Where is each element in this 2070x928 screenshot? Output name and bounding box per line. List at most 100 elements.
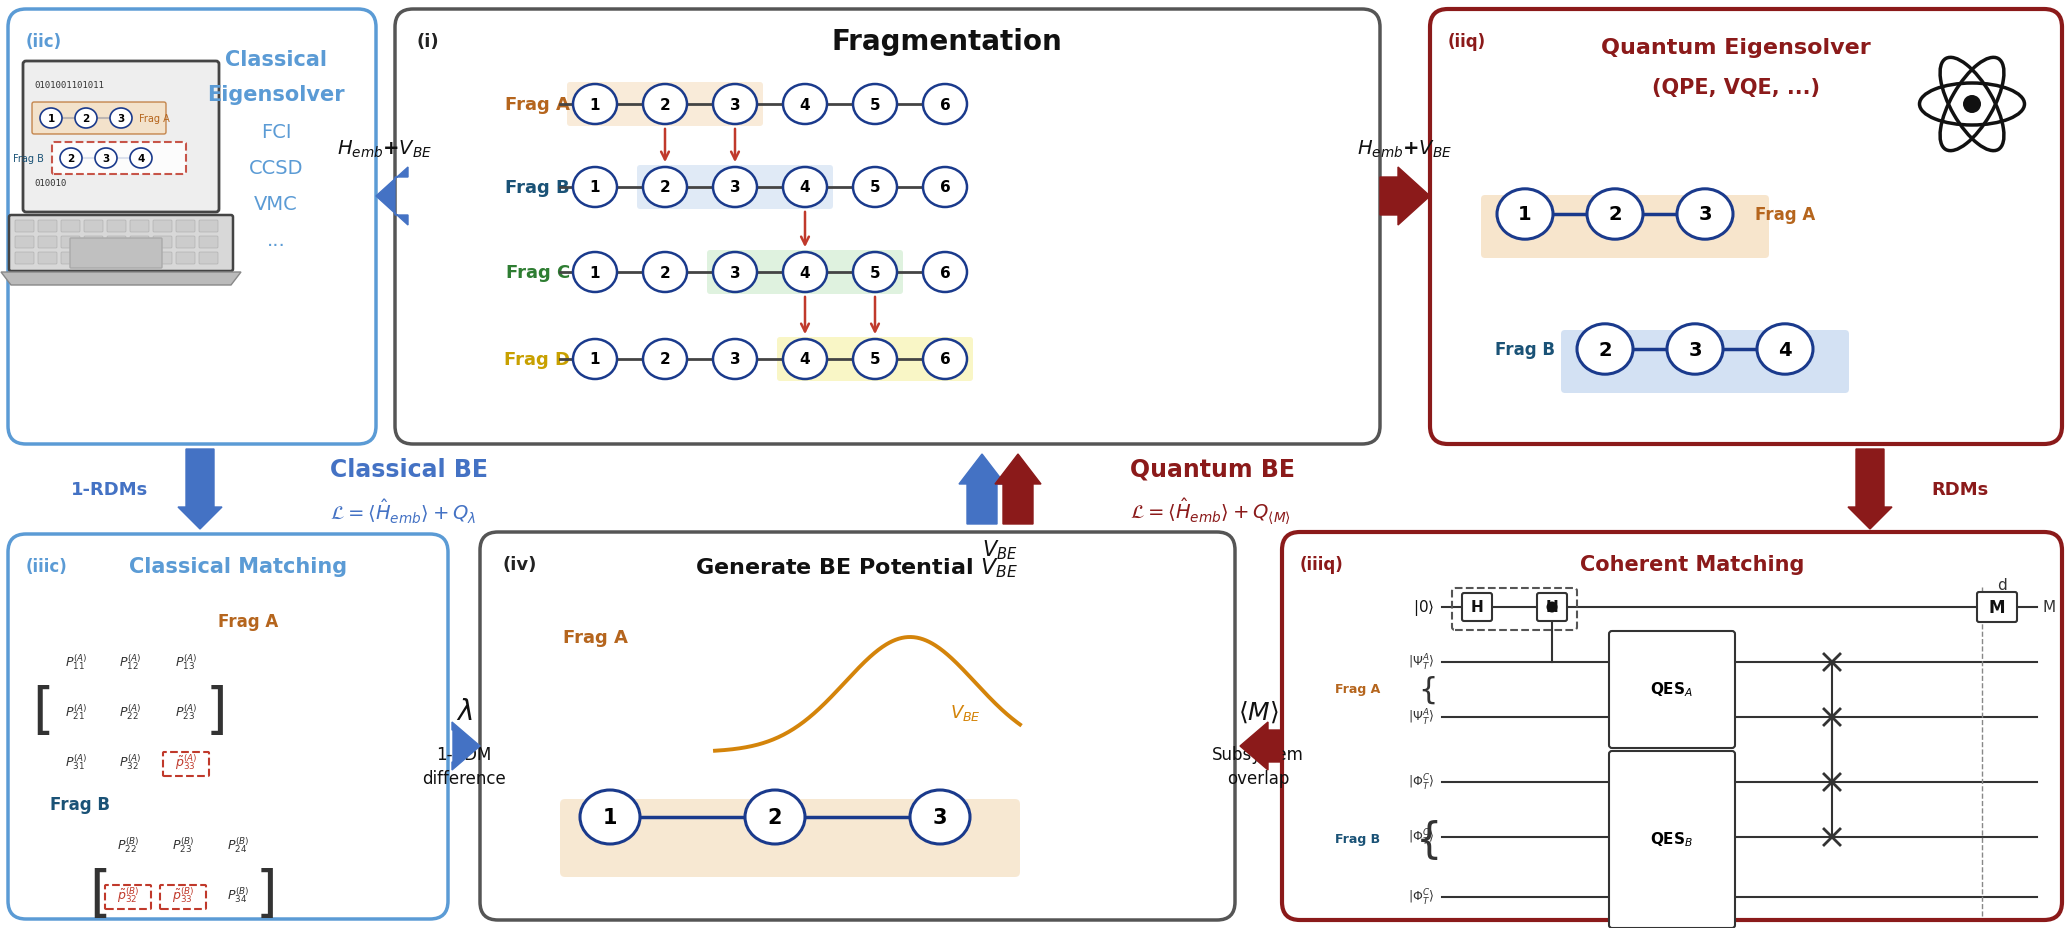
Ellipse shape xyxy=(782,84,828,125)
Ellipse shape xyxy=(853,252,896,292)
Text: d: d xyxy=(1998,577,2008,592)
Text: H: H xyxy=(1470,599,1484,615)
Text: Frag A: Frag A xyxy=(139,114,170,123)
Text: $\{$: $\{$ xyxy=(1418,674,1437,705)
FancyBboxPatch shape xyxy=(14,237,33,249)
Text: 1: 1 xyxy=(590,265,600,280)
Ellipse shape xyxy=(923,84,967,125)
Text: Frag A: Frag A xyxy=(217,612,277,630)
Text: 2: 2 xyxy=(660,97,671,112)
FancyBboxPatch shape xyxy=(108,237,126,249)
Text: M: M xyxy=(2041,599,2056,615)
Text: 5: 5 xyxy=(869,97,880,112)
Ellipse shape xyxy=(745,790,805,844)
Text: Subsystem: Subsystem xyxy=(1213,745,1304,763)
Ellipse shape xyxy=(911,790,971,844)
Ellipse shape xyxy=(644,252,687,292)
FancyBboxPatch shape xyxy=(108,221,126,233)
FancyBboxPatch shape xyxy=(176,252,195,264)
Text: $P^{(A)}_{23}$: $P^{(A)}_{23}$ xyxy=(174,702,197,721)
Text: Coherent Matching: Coherent Matching xyxy=(1579,554,1805,574)
FancyBboxPatch shape xyxy=(60,237,81,249)
Text: $|\Psi^A_T\rangle$: $|\Psi^A_T\rangle$ xyxy=(1408,652,1435,672)
FancyBboxPatch shape xyxy=(37,237,58,249)
Text: 1: 1 xyxy=(602,807,617,827)
FancyBboxPatch shape xyxy=(1538,593,1567,622)
FancyBboxPatch shape xyxy=(176,237,195,249)
Text: 2: 2 xyxy=(660,180,671,195)
Text: $P^{(A)}_{22}$: $P^{(A)}_{22}$ xyxy=(118,702,141,721)
Text: 4: 4 xyxy=(799,180,809,195)
FancyBboxPatch shape xyxy=(480,533,1236,920)
Text: 3: 3 xyxy=(731,265,741,280)
FancyArrow shape xyxy=(1381,168,1430,226)
Text: 3: 3 xyxy=(731,352,741,367)
Text: 1-RDM: 1-RDM xyxy=(437,745,493,763)
FancyBboxPatch shape xyxy=(199,221,217,233)
FancyBboxPatch shape xyxy=(52,143,186,174)
Text: $|\Phi^C_T\rangle$: $|\Phi^C_T\rangle$ xyxy=(1408,887,1435,907)
Text: difference: difference xyxy=(422,769,505,787)
Text: Quantum Eigensolver: Quantum Eigensolver xyxy=(1600,38,1871,58)
FancyBboxPatch shape xyxy=(8,216,234,272)
Text: 2: 2 xyxy=(1598,341,1613,359)
Text: 3: 3 xyxy=(118,114,124,123)
Text: $|\Phi^C_T\rangle$: $|\Phi^C_T\rangle$ xyxy=(1408,772,1435,793)
Text: 3: 3 xyxy=(934,807,948,827)
Ellipse shape xyxy=(573,168,617,208)
Text: Fragmentation: Fragmentation xyxy=(832,28,1062,56)
Text: 2: 2 xyxy=(660,265,671,280)
Text: Generate BE Potential $V_{BE}$: Generate BE Potential $V_{BE}$ xyxy=(696,556,1018,579)
Text: 5: 5 xyxy=(869,352,880,367)
Text: 4: 4 xyxy=(1778,341,1793,359)
Text: VMC: VMC xyxy=(255,194,298,213)
FancyBboxPatch shape xyxy=(1281,533,2062,920)
Text: 2: 2 xyxy=(1608,205,1621,225)
Text: (iic): (iic) xyxy=(27,33,62,51)
Text: $P^{(A)}_{13}$: $P^{(A)}_{13}$ xyxy=(174,651,197,671)
FancyBboxPatch shape xyxy=(130,221,149,233)
FancyBboxPatch shape xyxy=(1608,751,1735,928)
Text: ]: ] xyxy=(255,867,277,921)
Text: [: [ xyxy=(33,684,54,738)
Ellipse shape xyxy=(712,168,758,208)
Text: $P^{(B)}_{22}$: $P^{(B)}_{22}$ xyxy=(116,834,139,854)
FancyBboxPatch shape xyxy=(567,83,764,127)
FancyArrow shape xyxy=(377,168,408,226)
Ellipse shape xyxy=(573,84,617,125)
Ellipse shape xyxy=(1757,325,1813,375)
Polygon shape xyxy=(0,273,240,286)
Text: M: M xyxy=(1989,599,2006,616)
FancyBboxPatch shape xyxy=(176,221,195,233)
FancyBboxPatch shape xyxy=(1461,593,1492,622)
FancyBboxPatch shape xyxy=(37,221,58,233)
Text: 3: 3 xyxy=(1697,205,1712,225)
Text: 3: 3 xyxy=(731,180,741,195)
FancyArrow shape xyxy=(451,722,480,770)
Text: (iv): (iv) xyxy=(503,555,536,574)
Text: $P^{(B)}_{23}$: $P^{(B)}_{23}$ xyxy=(172,834,195,854)
Text: $|\Phi^C_T\rangle$: $|\Phi^C_T\rangle$ xyxy=(1408,827,1435,847)
Ellipse shape xyxy=(75,109,97,129)
Text: 6: 6 xyxy=(940,180,950,195)
Circle shape xyxy=(1962,96,1981,114)
Text: RDMs: RDMs xyxy=(1931,481,1989,498)
Text: $\mathcal{L}=\langle\hat{H}_{emb}\rangle+Q_{\langle M\rangle}$: $\mathcal{L}=\langle\hat{H}_{emb}\rangle… xyxy=(1130,496,1292,526)
Text: Quantum BE: Quantum BE xyxy=(1130,458,1296,482)
Text: $P^{(B)}_{24}$: $P^{(B)}_{24}$ xyxy=(228,834,248,854)
Ellipse shape xyxy=(573,252,617,292)
Text: H: H xyxy=(1546,599,1559,615)
Text: 6: 6 xyxy=(940,265,950,280)
Text: 010010: 010010 xyxy=(33,178,66,187)
Text: $V_{BE}$: $V_{BE}$ xyxy=(983,537,1018,561)
Text: (iiiq): (iiiq) xyxy=(1300,555,1343,574)
FancyBboxPatch shape xyxy=(638,166,832,210)
FancyArrow shape xyxy=(1849,449,1892,530)
Ellipse shape xyxy=(95,148,118,169)
Ellipse shape xyxy=(1666,325,1722,375)
Text: Classical Matching: Classical Matching xyxy=(128,557,348,576)
Text: Frag C: Frag C xyxy=(505,264,569,282)
FancyBboxPatch shape xyxy=(153,221,172,233)
Text: $H_{emb}$+$V_{BE}$: $H_{emb}$+$V_{BE}$ xyxy=(1358,138,1453,160)
Text: $\tilde{p}^{(B)}_{33}$: $\tilde{p}^{(B)}_{33}$ xyxy=(172,884,195,904)
